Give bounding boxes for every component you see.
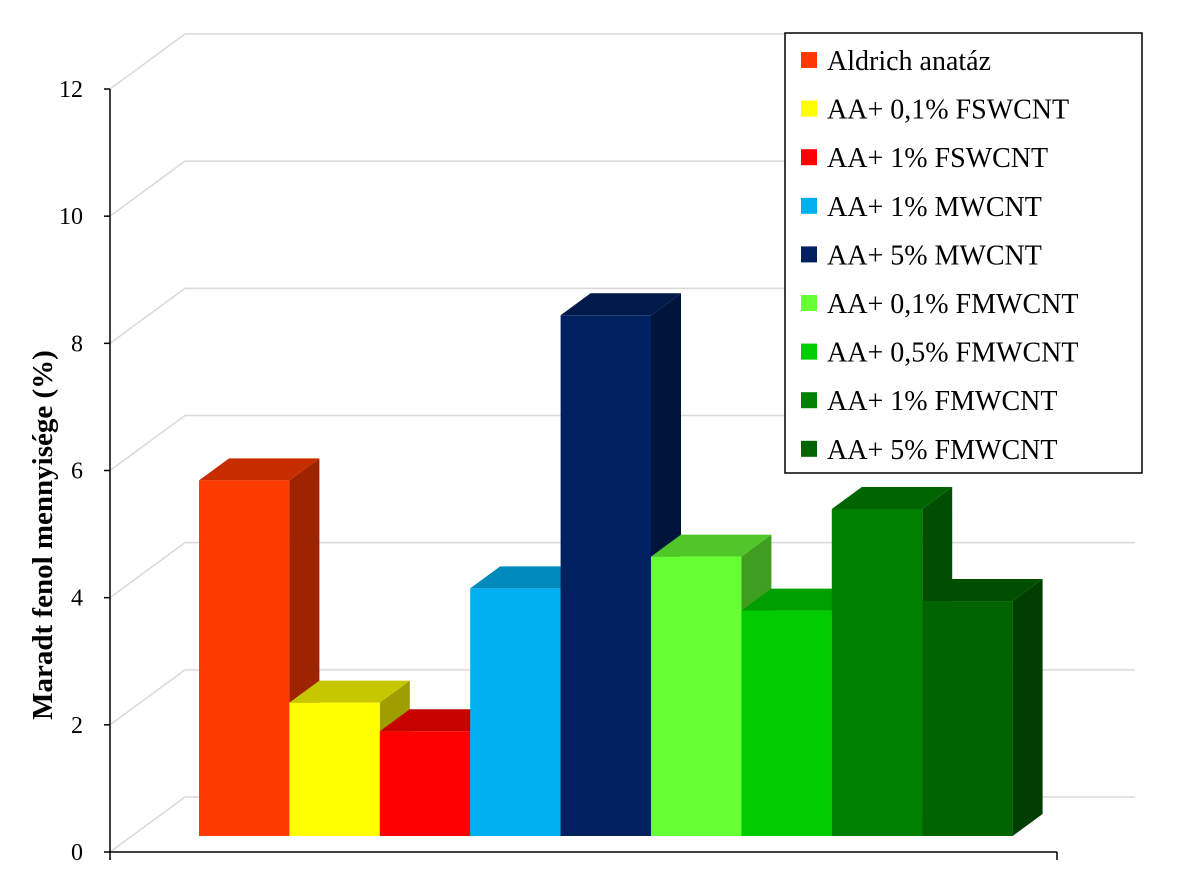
y-tick-label: 2 <box>71 713 83 739</box>
legend-label: AA+ 0,1% FMWCNT <box>827 289 1078 320</box>
legend-box <box>784 32 1143 474</box>
legend-entry: AA+ 1% FMWCNT <box>801 386 1057 417</box>
bar <box>922 579 1043 836</box>
legend-label: Aldrich anatáz <box>827 46 991 77</box>
legend-swatch <box>801 440 817 457</box>
y-tick-label: 12 <box>59 77 83 103</box>
legend-entry: AA+ 5% MWCNT <box>801 240 1042 271</box>
y-tick-label: 10 <box>59 204 83 230</box>
y-tick-label: 4 <box>71 586 83 612</box>
legend-swatch <box>801 149 817 166</box>
legend-label: AA+ 5% FMWCNT <box>827 435 1057 466</box>
y-tick-label: 6 <box>71 459 83 485</box>
legend-entry: AA+ 1% FSWCNT <box>801 143 1048 174</box>
legend-entry: AA+ 0,5% FMWCNT <box>801 338 1078 369</box>
legend-swatch <box>801 100 817 117</box>
legend-entry: Aldrich anatáz <box>801 46 991 77</box>
y-axis-label: Maradt fenol mennyisége (%) <box>27 350 59 720</box>
y-tick-label: 0 <box>71 840 83 866</box>
legend-label: AA+ 1% FMWCNT <box>827 386 1057 417</box>
legend-label: AA+ 0,5% FMWCNT <box>827 338 1078 369</box>
legend-entry: AA+ 0,1% FMWCNT <box>801 289 1078 320</box>
legend: Aldrich anatáz AA+ 0,1% FSWCNT AA+ 1% FSWC… <box>784 32 1143 474</box>
axes: 0 2 4 6 8 10 12 <box>59 77 1058 866</box>
legend-entry: AA+ 1% MWCNT <box>801 192 1042 223</box>
legend-swatch <box>801 197 817 214</box>
legend-label: AA+ 1% MWCNT <box>827 192 1042 223</box>
legend-label: AA+ 5% MWCNT <box>827 240 1042 271</box>
legend-swatch <box>801 343 817 360</box>
y-tick-label: 8 <box>71 331 83 357</box>
legend-label: AA+ 0,1% FSWCNT <box>827 95 1069 126</box>
legend-swatch <box>801 52 817 68</box>
legend-label: AA+ 1% FSWCNT <box>827 143 1048 174</box>
legend-entry: AA+ 5% FMWCNT <box>801 435 1057 466</box>
legend-swatch <box>801 246 817 263</box>
legend-swatch <box>801 392 817 409</box>
bars <box>199 293 1043 836</box>
legend-entry: AA+ 0,1% FSWCNT <box>801 95 1069 126</box>
legend-swatch <box>801 295 817 311</box>
